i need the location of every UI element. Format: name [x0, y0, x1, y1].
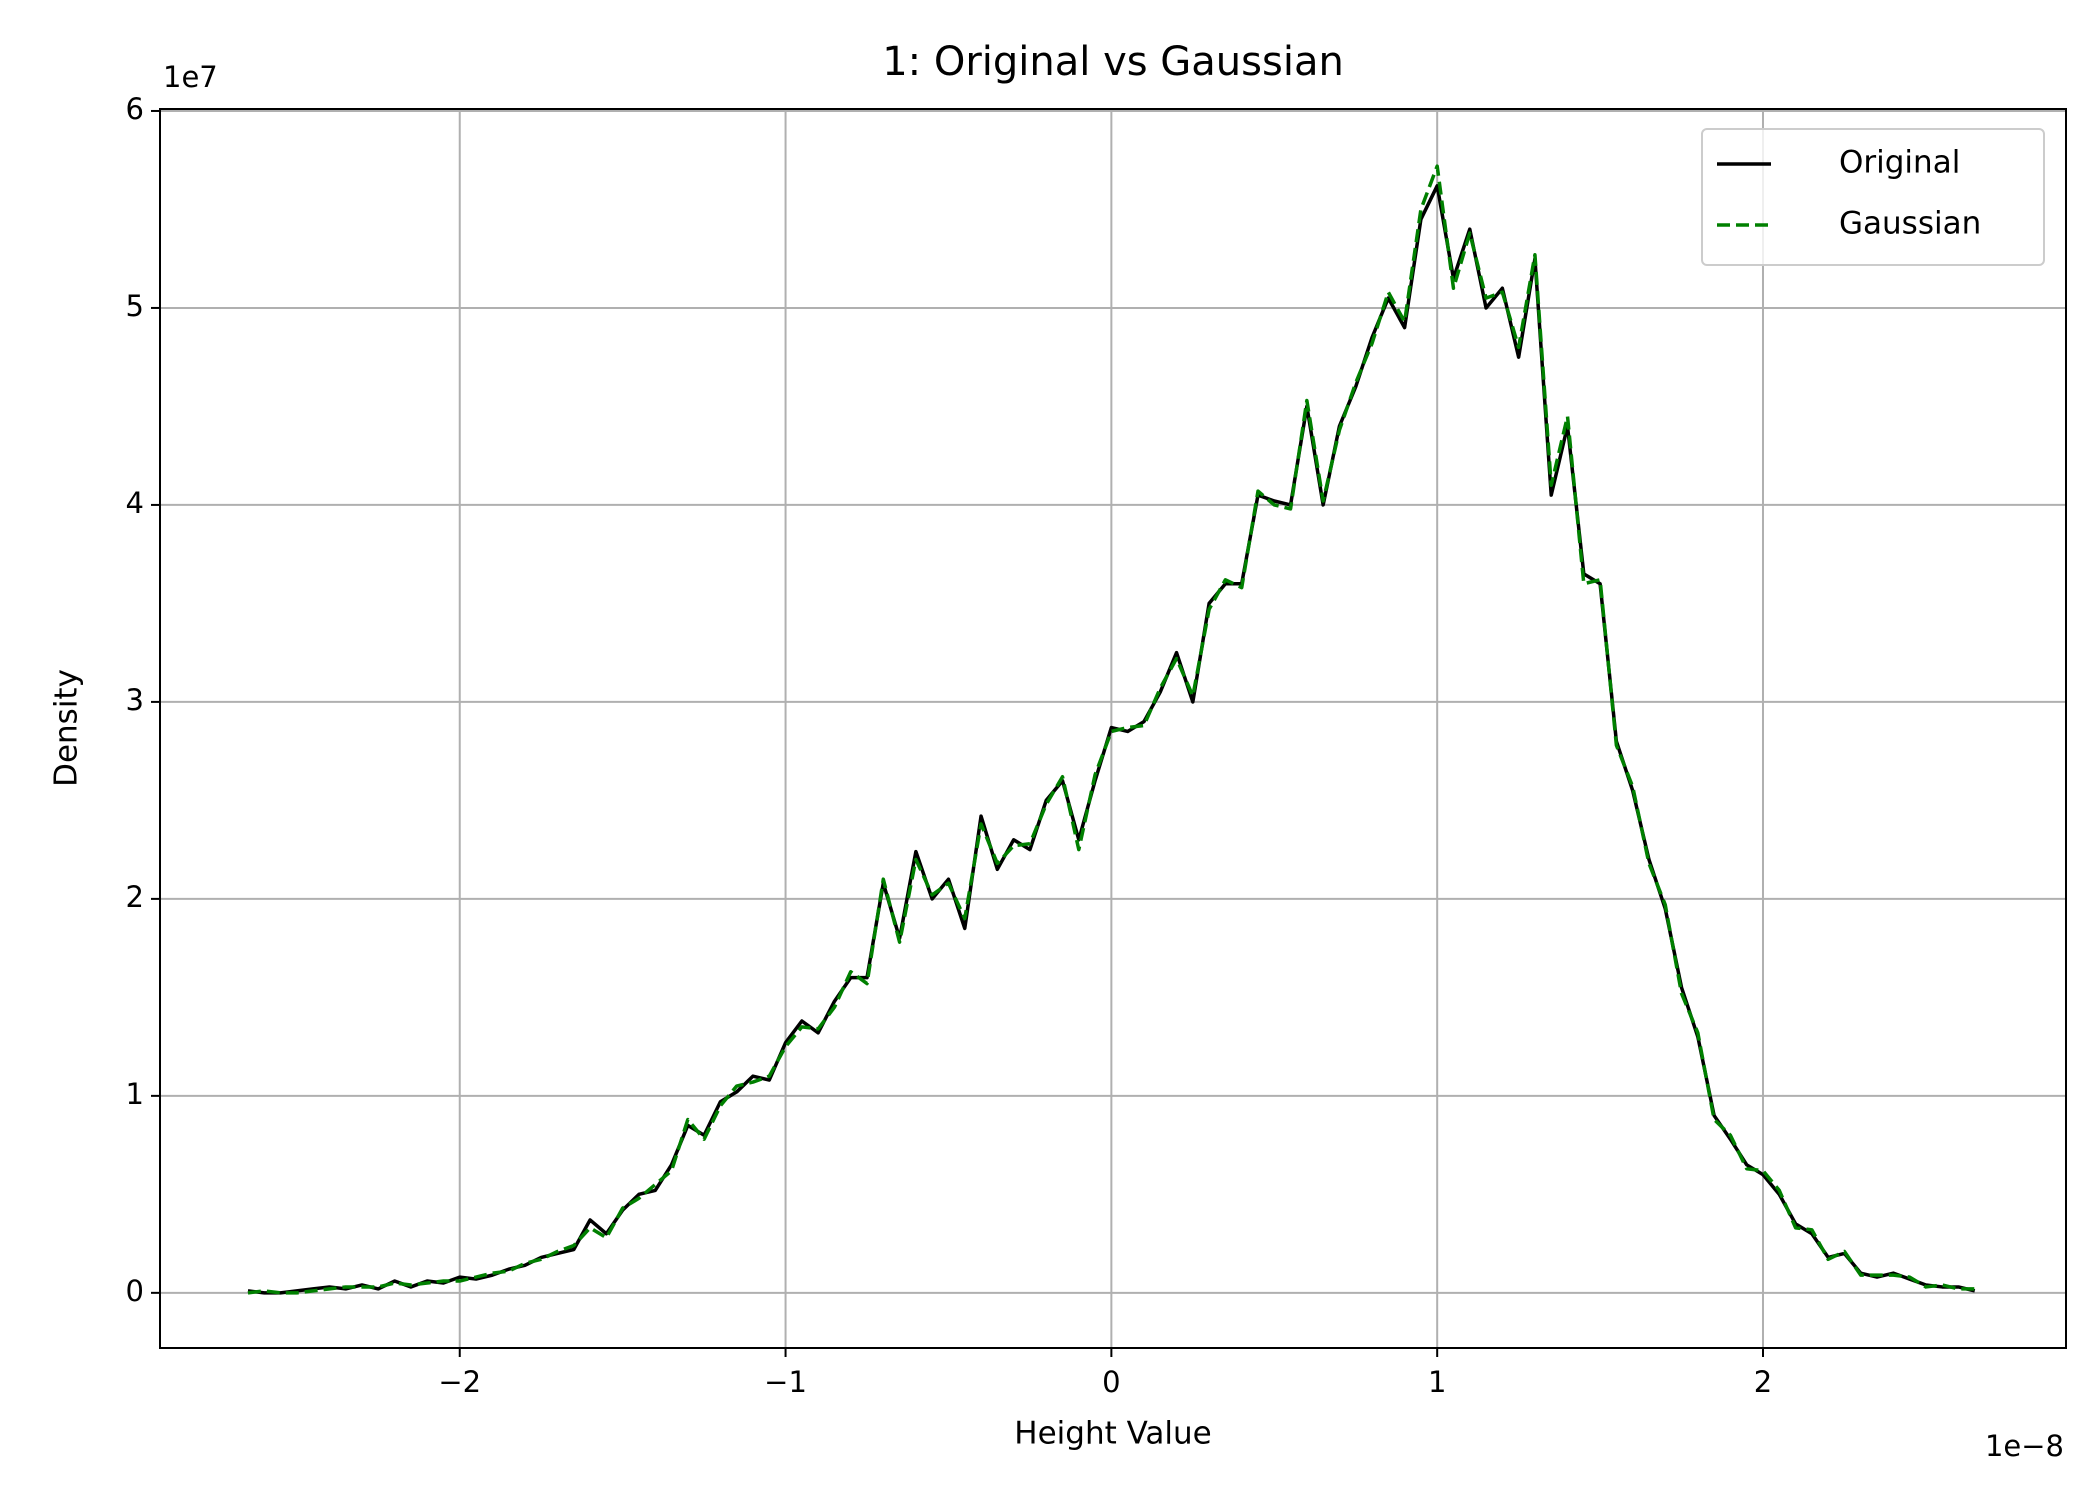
legend-box [1701, 128, 2045, 266]
x-tick-label: −2 [438, 1365, 481, 1399]
y-tick-label: 1 [126, 1077, 144, 1111]
y-tick-label: 5 [126, 289, 144, 323]
legend-label: Gaussian [1839, 206, 1981, 242]
chart-title: 1: Original vs Gaussian [882, 39, 1344, 85]
x-tick-label: 2 [1754, 1365, 1772, 1399]
y-tick-label: 2 [126, 880, 144, 914]
x-tick-label: 0 [1102, 1365, 1120, 1399]
y-tick-label: 3 [126, 683, 144, 717]
y-tick-label: 0 [126, 1274, 144, 1308]
x-offset-label: 1e−8 [1985, 1429, 2064, 1463]
y-offset-label: 1e7 [163, 60, 218, 94]
x-axis-label: Height Value [1014, 1416, 1211, 1452]
legend-label: Original [1839, 145, 1960, 181]
series-line [247, 164, 1975, 1295]
y-tick-label: 6 [126, 92, 144, 126]
x-tick-label: −1 [764, 1365, 807, 1399]
plot-frame [159, 108, 2067, 1349]
y-axis-label: Density [49, 669, 85, 787]
x-tick-label: 1 [1428, 1365, 1446, 1399]
legend: Original Gaussian [1701, 128, 2045, 266]
y-tick-label: 4 [126, 486, 144, 520]
